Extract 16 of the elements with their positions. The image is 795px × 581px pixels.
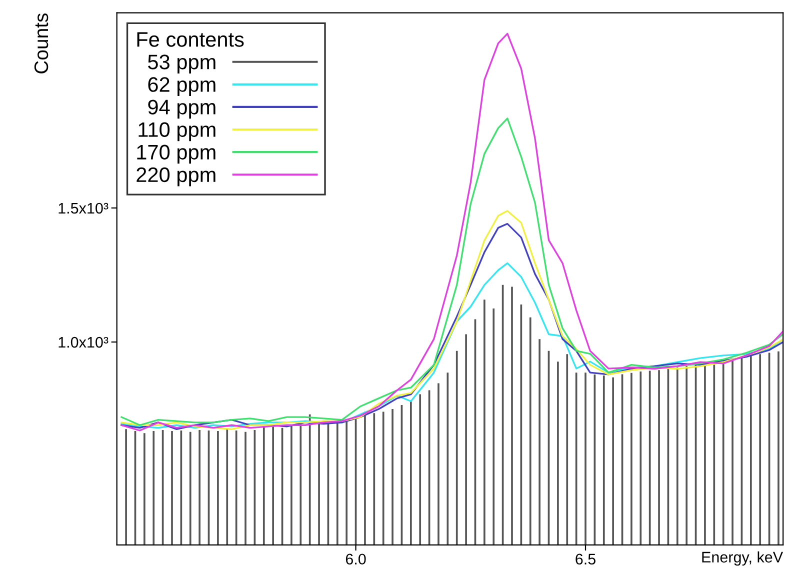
y-axis-title: Counts [34,13,48,74]
legend-label: 94 ppm [148,100,216,119]
legend-label: 170 ppm [137,144,216,164]
legend-label: 220 ppm [136,167,216,186]
x-tick-label: 6.0 [346,554,366,565]
line-series [120,118,784,426]
legend-title: Fe contents [137,32,244,47]
y-tick-label: 1.5x10³ [58,202,108,214]
line-series [120,32,784,432]
legend-label: 53 ppm [148,54,216,74]
x-axis-title: Energy, keV [702,551,784,566]
legend-label: 110 ppm [138,122,216,142]
x-tick-label: 6.5 [576,554,596,565]
line-series [120,262,784,429]
legend-label: 62 ppm [148,77,216,96]
y-tick-label: 1.0x10³ [58,336,108,348]
